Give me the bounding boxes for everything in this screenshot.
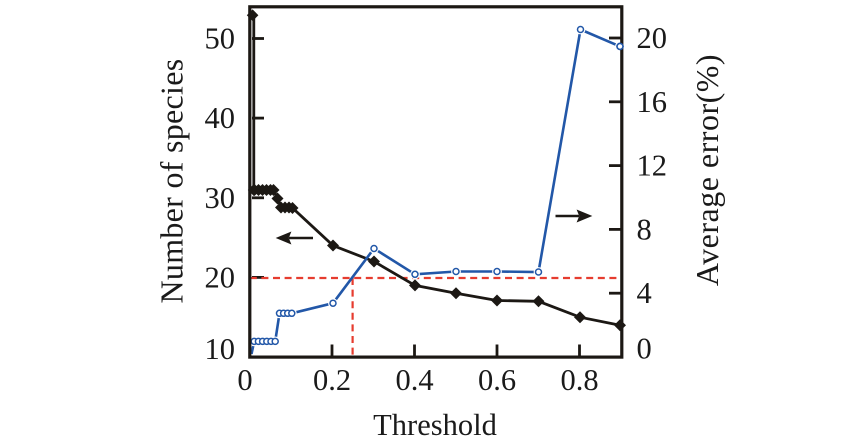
svg-text:16: 16 — [637, 85, 668, 119]
svg-text:0: 0 — [637, 332, 652, 366]
svg-text:0.6: 0.6 — [478, 363, 516, 397]
svg-text:4: 4 — [637, 276, 652, 310]
svg-text:8: 8 — [637, 212, 652, 246]
svg-text:50: 50 — [205, 22, 236, 56]
svg-text:Average error(%): Average error(%) — [689, 54, 725, 286]
svg-text:20: 20 — [205, 260, 236, 294]
svg-text:12: 12 — [637, 149, 668, 183]
svg-text:0.4: 0.4 — [395, 363, 433, 397]
svg-text:20: 20 — [637, 21, 668, 55]
svg-text:0: 0 — [237, 363, 252, 397]
svg-text:Threshold: Threshold — [373, 408, 497, 441]
svg-text:Number of species: Number of species — [154, 58, 190, 303]
svg-text:0.8: 0.8 — [560, 363, 598, 397]
svg-text:40: 40 — [205, 101, 236, 135]
svg-text:30: 30 — [205, 181, 236, 215]
svg-text:0.2: 0.2 — [313, 363, 351, 397]
svg-text:10: 10 — [205, 332, 236, 366]
